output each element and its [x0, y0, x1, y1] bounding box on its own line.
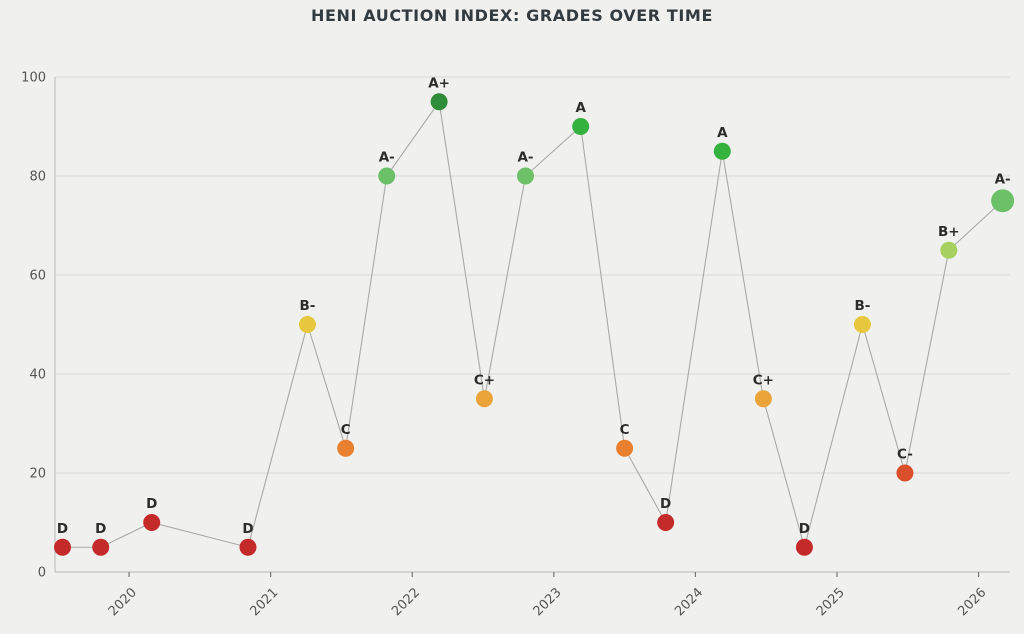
x-tick-label: 2022 [389, 585, 423, 619]
data-point-grade-label: D [95, 521, 106, 537]
data-point [337, 439, 355, 457]
data-point-grade-label: A- [379, 150, 395, 166]
data-point [572, 118, 590, 135]
data-point-grade-label: B- [855, 298, 871, 314]
data-point [516, 167, 534, 185]
data-point [92, 538, 110, 556]
data-point-grade-label: A [717, 125, 728, 141]
y-tick-label: 20 [29, 467, 46, 482]
x-tick-label: 2025 [814, 585, 848, 619]
data-point-grade-label: C- [897, 447, 913, 463]
x-tick-label: 2021 [247, 585, 281, 619]
y-tick-label: 80 [29, 170, 46, 185]
data-point [713, 142, 731, 160]
data-point-grade-label: C+ [474, 372, 495, 388]
data-point-grade-label: B- [299, 298, 315, 314]
data-point-grade-label: B+ [938, 224, 960, 240]
data-point-grade-label: A- [995, 171, 1011, 187]
data-point [616, 439, 634, 457]
data-point [991, 189, 1015, 213]
data-point [853, 316, 871, 333]
data-point [239, 538, 257, 556]
y-tick-label: 40 [29, 368, 46, 383]
y-tick-label: 60 [29, 269, 46, 284]
data-point [475, 390, 493, 408]
data-point-grade-label: D [146, 496, 157, 512]
data-point [54, 538, 72, 556]
x-tick-label: 2023 [531, 585, 565, 619]
data-point-grade-label: D [660, 496, 671, 512]
data-point [896, 464, 914, 482]
y-tick-label: 0 [38, 566, 46, 581]
data-point-grade-label: A- [517, 150, 533, 166]
chart-title: HENI AUCTION INDEX: GRADES OVER TIME [311, 6, 713, 25]
data-point [754, 390, 772, 408]
data-point-grade-label: D [799, 521, 810, 537]
data-point-grade-label: A [575, 100, 586, 116]
data-point-grade-label: A+ [428, 75, 450, 91]
data-point-grade-label: C+ [753, 372, 774, 388]
data-point [940, 241, 958, 259]
x-tick-label: 2020 [106, 585, 140, 619]
y-tick-label: 100 [21, 71, 46, 86]
data-point [430, 93, 448, 111]
data-point [795, 538, 813, 556]
x-tick-label: 2024 [672, 585, 706, 619]
data-point-grade-label: C [620, 422, 630, 438]
data-point-grade-label: D [57, 521, 68, 537]
data-point [378, 167, 396, 185]
data-point [298, 316, 316, 333]
data-point-grade-label: C [341, 422, 351, 438]
x-tick-label: 2026 [955, 585, 989, 619]
data-point [143, 514, 161, 531]
data-point-grade-label: D [242, 521, 253, 537]
data-point [657, 514, 675, 531]
trend-line [62, 100, 1004, 550]
